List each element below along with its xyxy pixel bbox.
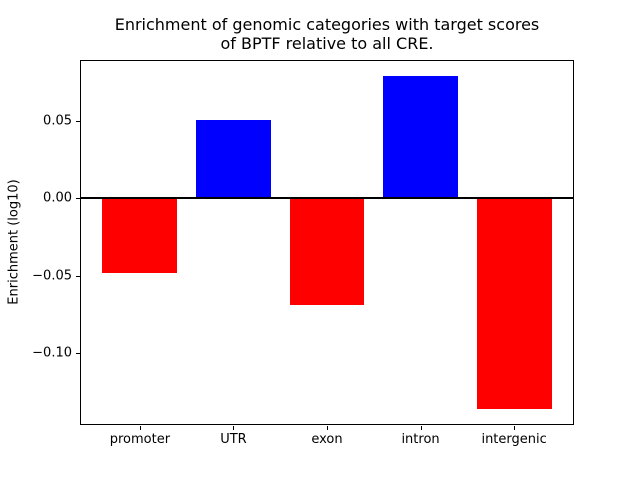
x-tick-mark xyxy=(420,426,422,430)
y-tick-label: 0.05 xyxy=(43,113,72,129)
x-tick-label-exon: exon xyxy=(311,432,343,447)
y-tick-label: −0.05 xyxy=(32,268,72,284)
bar-promoter xyxy=(102,198,178,273)
y-tick-mark xyxy=(76,198,80,200)
x-tick-label-intron: intron xyxy=(401,432,440,447)
bar-UTR xyxy=(196,119,271,199)
y-tick-label: −0.10 xyxy=(32,345,72,361)
x-tick-label-intergenic: intergenic xyxy=(481,432,547,447)
x-tick-mark xyxy=(514,426,516,430)
y-tick-mark xyxy=(76,121,80,123)
x-tick-mark xyxy=(139,426,141,430)
x-tick-label-promoter: promoter xyxy=(109,432,171,447)
y-tick-label: 0.00 xyxy=(43,190,72,206)
y-tick-mark xyxy=(76,353,80,355)
x-tick-label-UTR: UTR xyxy=(220,432,247,447)
bar-intergenic xyxy=(476,198,552,409)
x-tick-mark xyxy=(233,426,235,430)
zero-line xyxy=(80,197,574,200)
bar-exon xyxy=(289,198,365,306)
x-tick-mark xyxy=(327,426,328,430)
bar-intron xyxy=(383,76,458,199)
chart-title: Enrichment of genomic categories with ta… xyxy=(114,15,540,53)
y-tick-mark xyxy=(76,275,80,277)
